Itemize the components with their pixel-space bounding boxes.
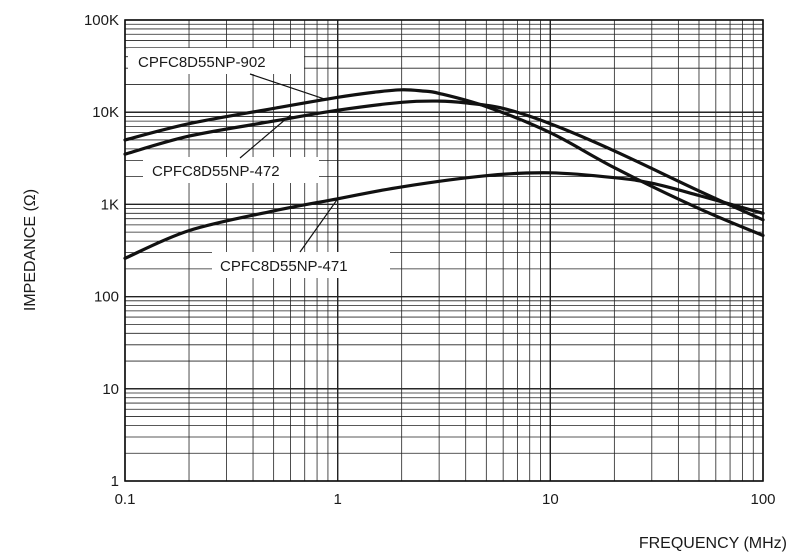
plot-frame <box>124 19 764 482</box>
leader-line-1 <box>249 73 329 101</box>
y-tick-label: 10 <box>102 381 119 398</box>
leader-line-2 <box>239 114 291 159</box>
y-tick-label: 1 <box>111 473 119 490</box>
y-tick-label: 10K <box>92 104 119 121</box>
series-line-2 <box>123 99 765 222</box>
series-label-471: CPFC8D55NP-471 <box>220 258 348 275</box>
label-cpfc8d55np-471: CPFC8D55NP-471 <box>212 252 390 278</box>
series-label-902: CPFC8D55NP-902 <box>138 54 266 71</box>
series-line-1 <box>123 88 765 238</box>
x-tick-label: 0.1 <box>115 491 136 508</box>
leader-line-3 <box>299 198 339 253</box>
label-cpfc8d55np-902: CPFC8D55NP-902 <box>128 48 304 74</box>
leader-lines <box>239 73 339 253</box>
label-cpfc8d55np-472: CPFC8D55NP-472 <box>143 157 319 183</box>
grid <box>124 19 764 482</box>
series-line-3 <box>123 171 765 260</box>
y-axis-title: IMPEDANCE (Ω) <box>22 189 39 311</box>
x-tick-label: 10 <box>542 491 559 508</box>
x-tick-label: 1 <box>333 491 341 508</box>
y-tick-label: 100 <box>94 289 119 306</box>
x-axis-title: FREQUENCY (MHz) <box>639 535 787 552</box>
series-layer <box>123 88 765 260</box>
y-tick-label: 1K <box>101 196 119 213</box>
x-tick-label: 100 <box>750 491 775 508</box>
y-tick-label: 100K <box>84 12 119 29</box>
series-label-472: CPFC8D55NP-472 <box>152 163 280 180</box>
